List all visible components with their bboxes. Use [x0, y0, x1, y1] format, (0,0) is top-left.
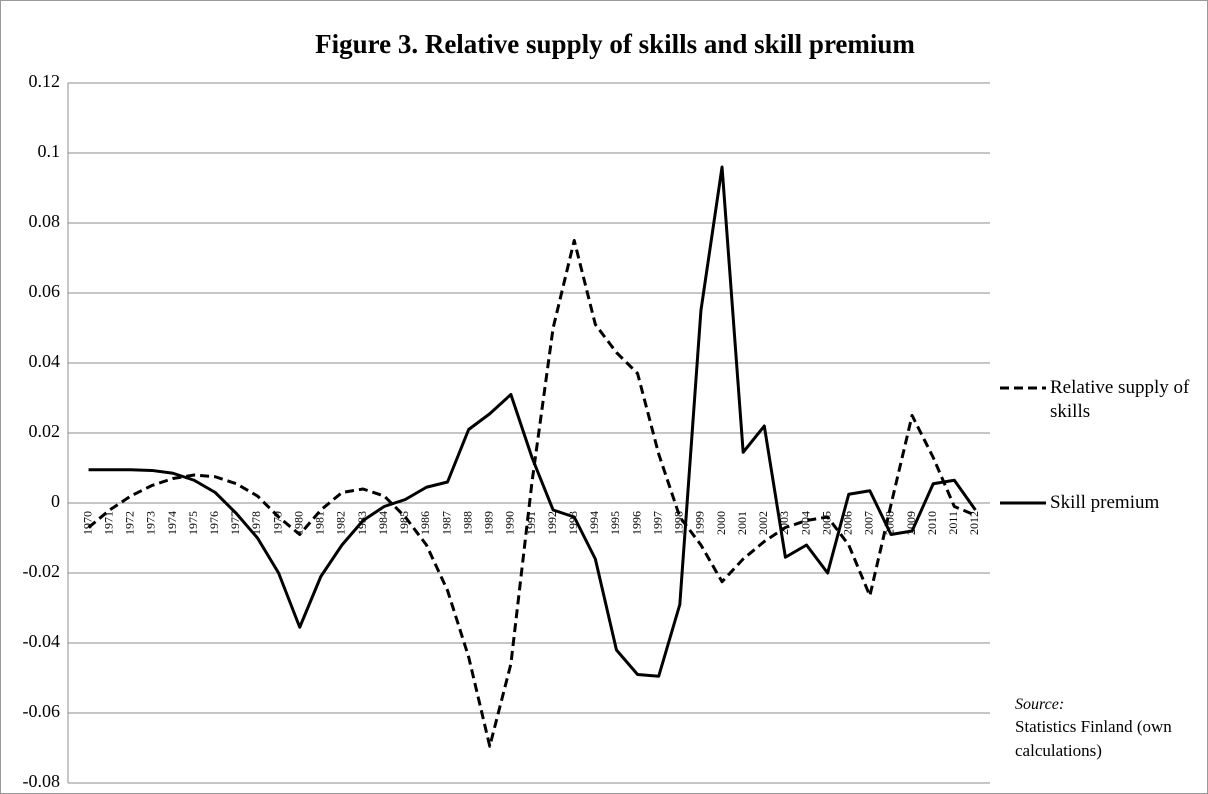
line-series: [88, 165, 977, 678]
x-tick-label: 2012: [967, 511, 981, 535]
x-tick-label: 1997: [650, 511, 664, 535]
y-tick-label: 0: [51, 491, 60, 511]
x-tick-label: 1990: [503, 511, 517, 535]
x-tick-label: 2002: [756, 511, 770, 535]
x-tick-label: 1984: [376, 511, 390, 535]
legend-label: Skill premium: [1050, 492, 1160, 513]
x-tick-label: 1980: [291, 511, 305, 535]
x-tick-label: 1978: [249, 511, 263, 535]
x-tick-label: 1972: [123, 511, 137, 535]
x-tick-label: 2010: [925, 511, 939, 535]
legend-label: Relative supply of skills: [1050, 377, 1190, 422]
y-tick-label: -0.02: [23, 561, 61, 581]
x-tick-label: 1988: [460, 511, 474, 535]
y-tick-label: 0.1: [38, 141, 61, 161]
x-tick-label: 2000: [714, 511, 728, 535]
x-tick-label: 1979: [270, 511, 284, 535]
source-text: Statistics Finland (own calculations): [1015, 717, 1172, 760]
x-tick-label: 1998: [672, 511, 686, 535]
y-tick-label: -0.04: [23, 631, 61, 651]
y-tick-label: 0.12: [29, 71, 61, 91]
x-tick-label: 1996: [629, 511, 643, 535]
x-tick-label: 1975: [186, 511, 200, 535]
x-tick-label: 2004: [798, 511, 812, 535]
y-tick-label: 0.08: [29, 211, 61, 231]
chart-title: Figure 3. Relative supply of skills and …: [315, 29, 915, 59]
y-tick-label: 0.04: [29, 351, 61, 371]
x-tick-label: 1973: [144, 511, 158, 535]
x-tick-label: 1995: [608, 511, 622, 535]
x-tick-label: 1982: [334, 511, 348, 535]
y-tick-label: 0.06: [29, 281, 61, 301]
y-tick-label: -0.06: [23, 701, 61, 721]
x-tick-label: 2011: [946, 511, 960, 535]
x-tick-label: 1981: [313, 511, 327, 535]
x-tick-label: 1992: [545, 511, 559, 535]
y-tick-label: 0.02: [29, 421, 61, 441]
x-tick-label: 2008: [883, 511, 897, 535]
line-series: [87, 239, 977, 748]
x-tick-label: 1994: [587, 511, 601, 535]
x-tick-label: 2001: [735, 511, 749, 535]
x-tick-label: 1970: [80, 511, 94, 535]
x-tick-label: 1987: [439, 511, 453, 535]
x-tick-label: 1976: [207, 511, 221, 535]
x-tick-label: 2005: [819, 511, 833, 535]
x-tick-label: 1974: [165, 511, 179, 535]
x-tick-label: 1985: [397, 511, 411, 535]
source-label: Source:: [1015, 696, 1065, 713]
x-tick-label: 1986: [418, 511, 432, 535]
y-tick-label: -0.08: [23, 771, 61, 791]
x-tick-label: 1989: [482, 511, 496, 535]
x-tick-label: 1971: [101, 511, 115, 535]
x-tick-label: 2007: [862, 511, 876, 535]
x-tick-label: 1977: [228, 511, 242, 535]
x-tick-label: 1999: [693, 511, 707, 535]
